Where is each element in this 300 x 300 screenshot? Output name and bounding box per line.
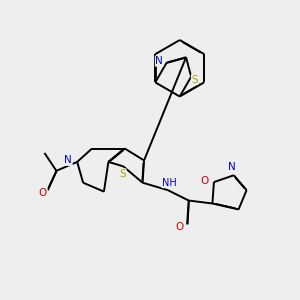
Text: NH: NH — [162, 178, 177, 188]
Text: N: N — [155, 56, 163, 66]
Text: O: O — [39, 188, 47, 198]
Text: O: O — [201, 176, 209, 186]
Text: S: S — [191, 75, 198, 85]
Text: N: N — [229, 162, 236, 172]
Text: S: S — [119, 169, 126, 179]
Text: O: O — [176, 222, 184, 232]
Text: N: N — [64, 155, 72, 165]
